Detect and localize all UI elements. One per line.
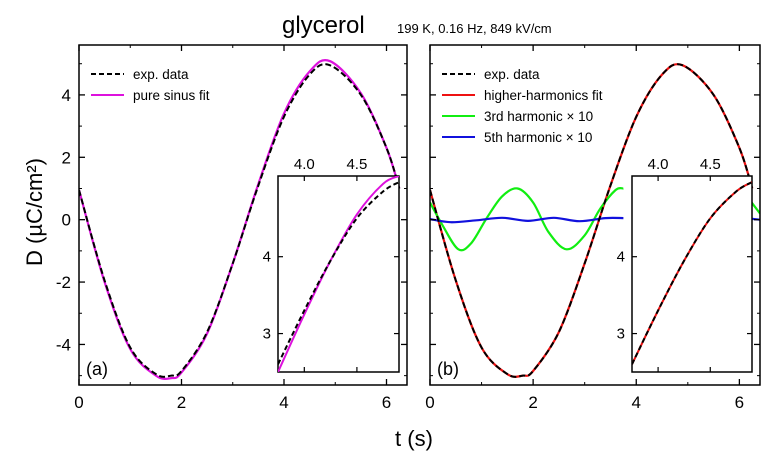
x-tick-label: 2 [177,393,186,412]
inset: 4.0 4.5 3 4 [263,156,400,373]
plot-frame [78,44,408,386]
figure-title: glycerol 199 K, 0.16 Hz, 849 kV/cm [282,12,552,39]
panel-label: (a) [86,359,108,379]
x-tick-label: 0 [74,393,83,412]
x-tick-label: 4 [632,393,641,412]
x-tick-label: 6 [382,393,391,412]
x-tick-label: 0 [425,393,434,412]
x-tick-label: 2 [528,393,537,412]
series-line-exp-data [79,63,401,378]
series-group [79,58,401,381]
title: glycerol [282,12,365,39]
legend-label: exp. data [133,67,189,82]
inset-x-tick-label: 4.5 [346,156,367,173]
inset-series [632,181,752,365]
inset-frame [631,175,753,373]
x-axis-label: t (s) [395,426,433,451]
x-tick-label: 4 [279,393,288,412]
series-group [430,63,760,378]
legend-label: higher-harmonics fit [484,88,603,103]
inset-series-line [632,181,752,365]
series-line-3rd-harmonic-10 [430,186,624,252]
y-tick-label: -2 [56,273,71,292]
x-tick-label: 6 [735,393,744,412]
panel-b: 0 2 4 6 exp. data higher-harmonics fit 3rd har… [425,44,761,412]
inset-x-tick-label: 4.0 [294,156,315,173]
y-tick-label: 2 [62,148,71,167]
y-tick-label: 0 [62,211,71,230]
inset-series [278,176,399,372]
inset-y-tick-label: 3 [263,326,271,343]
y-axis-label: D (µC/cm²) [22,158,47,266]
legend-label: pure sinus fit [133,88,210,103]
inset-series-line [278,176,399,372]
inset-y-tick-label: 4 [617,249,625,266]
inset-x-tick-label: 4.0 [648,156,669,173]
series-line-exp-data [430,63,754,378]
inset-frame [277,175,400,373]
legend-label: exp. data [484,67,540,82]
plot-frame [429,44,761,386]
inset: 4.0 4.5 3 4 [617,156,753,373]
panel-label: (b) [437,359,459,379]
inset-y-tick-label: 3 [617,326,625,343]
subtitle: 199 K, 0.16 Hz, 849 kV/cm [397,21,552,36]
inset-x-tick-label: 4.5 [700,156,721,173]
legend-label: 5th harmonic × 10 [484,130,592,145]
y-tick-label: -4 [56,335,71,354]
inset-y-tick-label: 4 [263,249,271,266]
y-tick-label: 4 [62,86,71,105]
legend-label: 3rd harmonic × 10 [484,109,593,124]
panel-a: 0 2 4 6 -4 -2 0 2 4 exp. data pure sinus fit (a) 4.0… [56,44,408,412]
